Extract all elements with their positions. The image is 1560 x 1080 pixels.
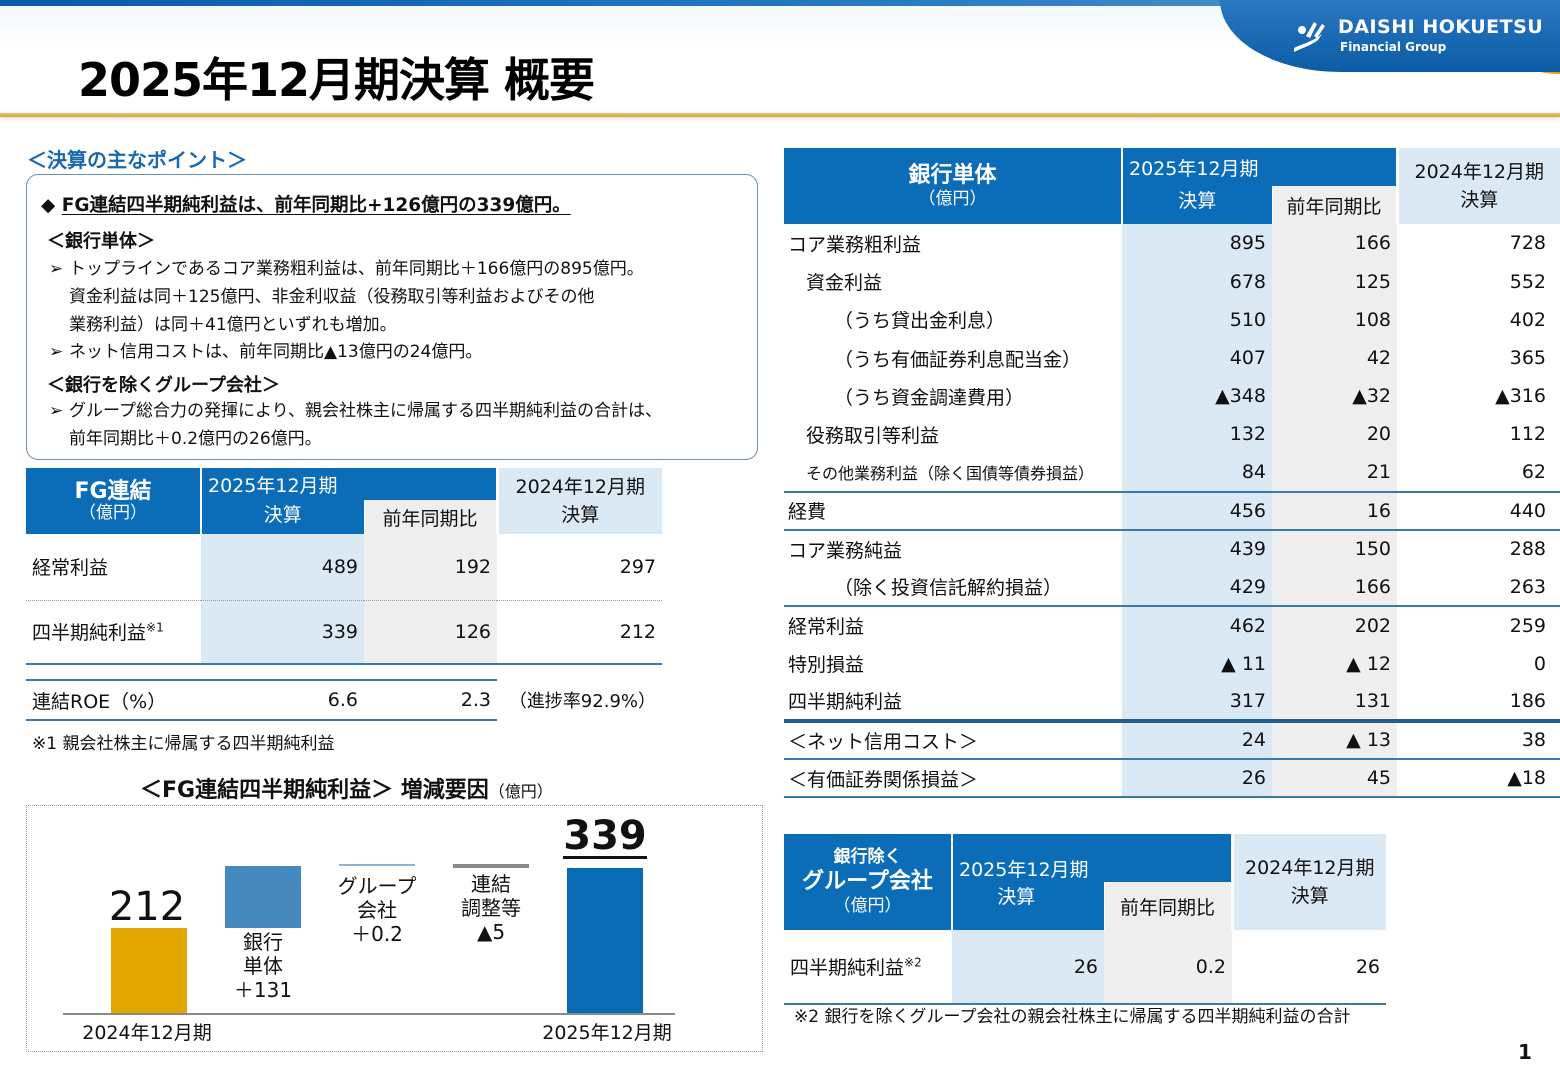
- table-row: 経費 456 16 440: [784, 490, 1560, 530]
- title-divider: [0, 113, 1560, 117]
- bar-2024: [111, 928, 187, 1013]
- table-row: （うち貸出金利息） 510 108 402: [784, 300, 1560, 339]
- col-header-2025-sub: 決算: [1121, 186, 1272, 225]
- bar-2025: [567, 868, 643, 1013]
- bar-group: [339, 864, 415, 866]
- col-header-2024: 2024年12月期 決算: [1230, 834, 1386, 930]
- table-row: 経常利益 489 192 297: [26, 534, 662, 600]
- group-heading: ＜銀行を除くグループ会社＞: [47, 375, 280, 396]
- logo-name: DAISHI HOKUETSU: [1338, 16, 1544, 38]
- key-points-box: ◆ FG連結四半期純利益は、前年同期比+126億円の339億円。 ＜銀行単体＞ …: [26, 174, 758, 460]
- arrow-bullet-icon: ➢: [49, 401, 64, 421]
- table-row: 四半期純利益※1 339 126 212: [26, 600, 662, 664]
- table-row: ＜ネット信用コスト＞ 24 ▲ 13 38: [784, 718, 1560, 759]
- col-header-yoy: 前年同期比: [1103, 882, 1232, 930]
- bank-heading: ＜銀行単体＞: [47, 231, 155, 252]
- x-label-2025: 2025年12月期: [542, 1022, 672, 1044]
- bar-bank: [225, 866, 301, 928]
- table-row: コア業務純益 439 150 288: [784, 528, 1560, 569]
- arrow-bullet-icon: ➢: [49, 342, 64, 362]
- col-header-2025-sub: 決算: [200, 500, 364, 534]
- table-row: 資金利益 678 125 552: [784, 262, 1560, 301]
- points-heading: ＜決算の主なポイント＞: [27, 148, 247, 172]
- top-band: [0, 0, 1560, 6]
- fg-consolidated-table: FG連結 （億円） 2025年12月期 2024年12月期 決算 決算 前年同期…: [26, 468, 662, 721]
- col-header-2025: 2025年12月期: [951, 834, 1232, 882]
- group-companies-table: 銀行除く グループ会社 （億円） 2025年12月期 2024年12月期 決算 …: [784, 834, 1386, 1005]
- roe-row: 連結ROE（%） 6.6 2.3 （進捗率92.9%）: [26, 679, 662, 721]
- arrow-bullet-icon: ➢: [49, 259, 64, 279]
- wave-hand-icon: [1294, 22, 1325, 52]
- col-header-2024: 2024年12月期 決算: [495, 468, 662, 534]
- table-row: その他業務利益（除く国債等債券損益） 84 21 62: [784, 453, 1560, 492]
- chart-baseline: [63, 1013, 675, 1015]
- bar-adjustment: [453, 864, 529, 868]
- table-row: （うち有価証券利息配当金） 407 42 365: [784, 338, 1560, 378]
- main-point: ◆ FG連結四半期純利益は、前年同期比+126億円の339億円。: [41, 191, 571, 217]
- bank-point-1: ➢ トップラインであるコア業務粗利益は、前年同期比＋166億円の895億円。 資金…: [49, 255, 644, 339]
- table-row: コア業務粗利益 895 166 728: [784, 224, 1560, 263]
- table-row: ＜有価証券関係損益＞ 26 45 ▲18: [784, 757, 1560, 798]
- fg-footnote: ※1 親会社株主に帰属する四半期純利益: [32, 734, 335, 754]
- col-header-2025: 2025年12月期: [1121, 148, 1397, 187]
- main-point-text: FG連結四半期純利益は、前年同期比+126億円の339億円。: [61, 195, 571, 216]
- page-number: 1: [1518, 1040, 1532, 1064]
- fg-table-title: FG連結 （億円）: [26, 468, 201, 534]
- table-row: 役務取引等利益 132 20 112: [784, 415, 1560, 454]
- table-row: 特別損益 ▲ 11 ▲ 12 0: [784, 644, 1560, 683]
- page-title: 2025年12月期決算 概要: [78, 53, 595, 107]
- diamond-bullet-icon: ◆: [41, 195, 56, 216]
- waterfall-chart: 212 銀行 単体 ＋131 グループ 会社 ＋0.2 連結 調整等 ▲5 33…: [26, 805, 763, 1052]
- group-point-1: ➢ グループ総合力の発揮により、親会社株主に帰属する四半期純利益の合計は、 前年同…: [49, 397, 662, 453]
- table-row: 経常利益 462 202 259: [784, 605, 1560, 645]
- start-value-label: 212: [108, 884, 186, 930]
- table-row: 四半期純利益※2 26 0.2 26: [784, 930, 1386, 1004]
- col-header-2025: 2025年12月期: [200, 468, 497, 500]
- table-row: 四半期純利益 317 131 186: [784, 682, 1560, 721]
- x-label-2024: 2024年12月期: [82, 1022, 212, 1044]
- table-row: （除く投資信託解約損益） 429 166 263: [784, 568, 1560, 607]
- end-value-label: 339: [563, 813, 647, 859]
- col-header-yoy: 前年同期比: [363, 500, 497, 534]
- group-table-title: 銀行除く グループ会社 （億円）: [784, 834, 952, 930]
- group-footnote: ※2 銀行を除くグループ会社の親会社株主に帰属する四半期純利益の合計: [794, 1007, 1351, 1027]
- bank-change-label: 銀行 単体 ＋131: [233, 930, 293, 1002]
- col-header-2024: 2024年12月期 決算: [1395, 148, 1560, 225]
- col-header-2025-sub: 決算: [951, 882, 1104, 930]
- group-change-label: グループ 会社 ＋0.2: [337, 874, 417, 946]
- col-header-yoy: 前年同期比: [1271, 186, 1397, 225]
- logo-banner: [1220, 0, 1560, 72]
- table-row: （うち資金調達費用） ▲348 ▲32 ▲316: [784, 377, 1560, 416]
- adjustment-change-label: 連結 調整等 ▲5: [461, 872, 521, 944]
- bank-table-title: 銀行単体 （億円）: [784, 148, 1122, 225]
- bank-point-2: ➢ ネット信用コストは、前年同期比▲13億円の24億円。: [49, 338, 482, 366]
- logo-subtitle: Financial Group: [1340, 40, 1447, 54]
- chart-title: ＜FG連結四半期純利益＞ 増減要因（億円）: [140, 778, 553, 803]
- bank-standalone-table: 銀行単体 （億円） 2025年12月期 2024年12月期 決算 決算 前年同期…: [784, 148, 1560, 800]
